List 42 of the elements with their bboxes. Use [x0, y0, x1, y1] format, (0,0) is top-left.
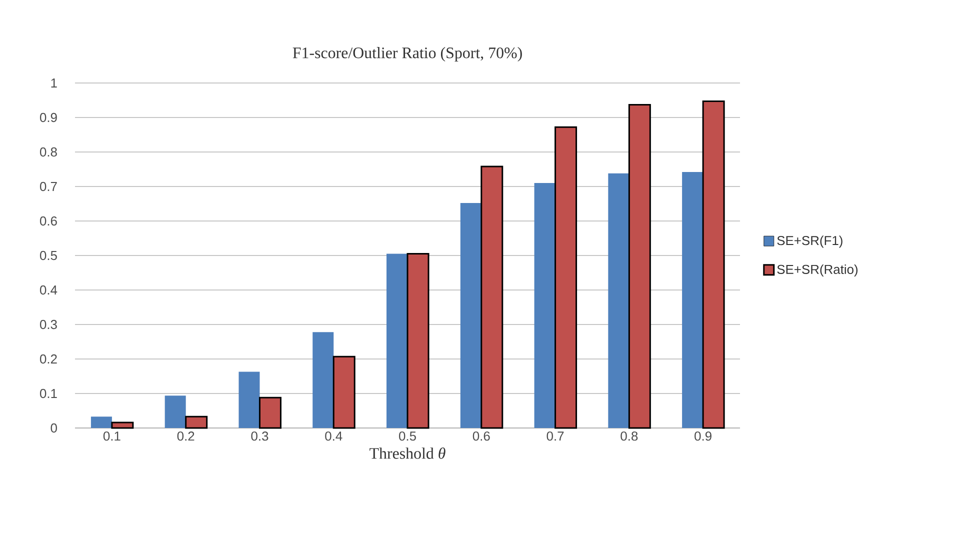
chart-title: F1-score/Outlier Ratio (Sport, 70%) [292, 47, 522, 62]
bar [608, 173, 630, 428]
y-tick-label: 0.8 [40, 147, 57, 157]
y-tick-label: 0.7 [40, 182, 57, 192]
bar [682, 172, 704, 428]
bar [111, 422, 134, 429]
bar [164, 396, 186, 428]
y-tick-label: 0.3 [40, 320, 57, 330]
y-tick-label: 1 [51, 78, 57, 88]
y-tick-label: 0.4 [40, 285, 58, 295]
legend-label: SE+SR(F1) [777, 236, 842, 248]
bar [312, 332, 334, 428]
bar [480, 166, 504, 429]
x-tick-label: 0.6 [472, 432, 490, 441]
x-tick-label: 0.9 [694, 432, 712, 441]
y-tick-label: 0.2 [40, 354, 57, 364]
x-tick-label: 0.3 [251, 432, 268, 441]
y-tick-label: 0 [50, 423, 57, 433]
x-axis-title: Threshold θ [370, 448, 446, 459]
bar [90, 416, 112, 428]
bar [554, 126, 578, 429]
bar [460, 203, 482, 428]
bar [406, 253, 430, 429]
y-tick-label: 0.6 [40, 216, 57, 226]
x-tick-label: 0.4 [325, 432, 342, 441]
bar [628, 104, 651, 429]
bar [258, 396, 282, 429]
legend-label: SE+SR(Ratio) [777, 264, 858, 277]
x-tick-label: 0.2 [177, 432, 194, 441]
bar [332, 356, 356, 429]
x-tick-label: 0.1 [103, 432, 120, 441]
bar [702, 100, 725, 429]
y-tick-label: 0.5 [40, 250, 57, 260]
bar [534, 183, 556, 428]
x-tick-label: 0.8 [620, 432, 638, 441]
y-tick-label: 0.9 [40, 112, 57, 122]
bar [386, 254, 408, 428]
x-tick-label: 0.5 [399, 432, 416, 441]
bar [238, 372, 260, 428]
y-tick-label: 0.1 [40, 388, 57, 398]
bar [185, 416, 208, 429]
x-tick-label: 0.7 [546, 432, 564, 441]
